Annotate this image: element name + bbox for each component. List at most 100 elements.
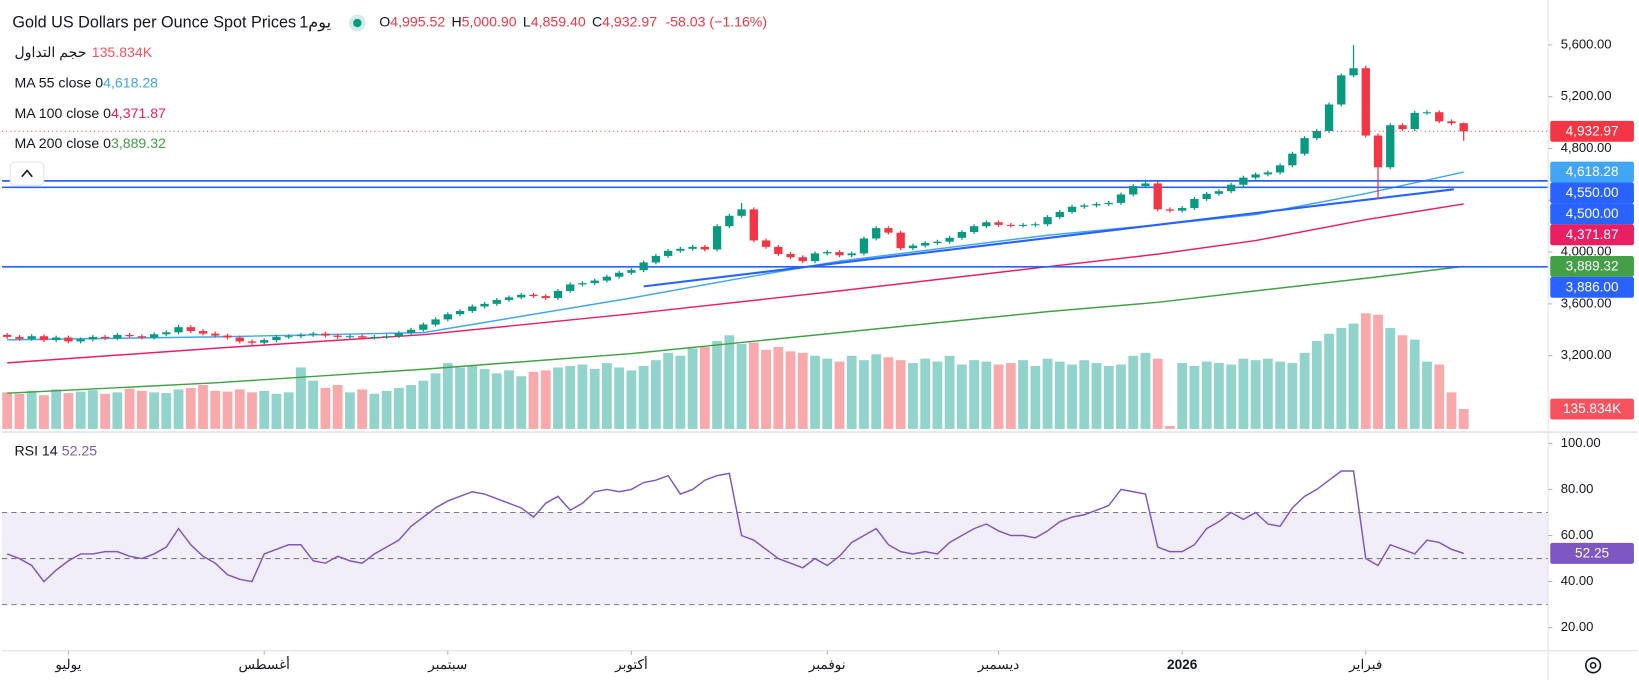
candle-body [933,241,942,244]
candle-body [1043,217,1052,225]
candle-body [1031,224,1040,226]
volume-bar [1079,360,1090,429]
volume-bar [161,393,172,429]
collapse-button[interactable] [9,161,45,186]
candle-body [725,215,734,227]
volume-bar [1422,361,1432,429]
volume-bar [381,390,392,429]
volume-bar [406,385,416,429]
candle-body [64,337,73,342]
candle-body [835,252,844,256]
volume-bar [14,393,25,429]
candle-body [957,232,967,238]
candle-body [761,240,771,247]
candle-body [529,294,538,297]
price-layer [1,44,1549,394]
candle-body [566,284,575,291]
volume-bar [455,367,465,429]
price-tag-bg [1550,182,1634,204]
ohlc-label: O [379,14,390,30]
volume-bar [1214,363,1224,429]
volume-bar [883,357,894,429]
candle-body [370,336,379,338]
rsi-y-tick-label: 40.00 [1561,573,1594,588]
candle-body [1324,104,1334,132]
volume-bar [785,351,796,429]
gear-icon[interactable] [1585,657,1602,674]
ma-legend-name: MA 100 close 0 [14,105,111,121]
collapse-box[interactable] [9,161,45,186]
volume-layer [2,313,1469,429]
volume-bar [369,393,380,429]
volume-bar [75,391,86,429]
candle-body [590,280,599,284]
candle-body [1447,121,1456,124]
volume-bar [1397,335,1408,429]
ohlc-label: C [592,14,602,30]
candle-body [468,306,477,311]
moving-average-line [7,265,1464,394]
candle-body [504,297,514,300]
status-dot [353,18,362,28]
x-tick-label: فبراير [1348,657,1382,673]
candle-body [1092,204,1101,206]
price-tag-bg [1550,276,1634,298]
volume-bar [1348,323,1359,429]
candle-body [1080,205,1089,207]
ma-legend-name: MA 200 close 0 [14,135,111,151]
candle-body [1337,75,1346,105]
ohlc-value: 4,859.40 [531,14,586,30]
ohlc-value: 4,932.97 [602,14,657,30]
candle-body [517,294,526,298]
candle-body [406,329,416,333]
volume-bar [1409,339,1420,429]
candle-body [1116,194,1126,203]
candle-body [1226,184,1236,192]
volume-bar [1336,327,1347,429]
volume-bar [1324,333,1334,429]
volume-bar [1201,361,1212,429]
candle-body [455,310,465,315]
candle-body [737,209,746,216]
rsi-y-tick-label: 20.00 [1561,619,1594,634]
volume-bar [1067,364,1077,429]
volume-bar [442,363,453,429]
candle-body [1386,125,1395,168]
volume-bar [479,368,490,429]
candle-body [1239,177,1248,185]
candle-body [1141,183,1150,187]
gear-center[interactable] [1589,661,1597,669]
volume-bar [100,393,111,429]
volume-bar [1311,341,1322,429]
candle-body [137,336,146,338]
x-tick-label: يوليو [54,657,81,673]
volume-bar [773,346,784,429]
candle-body [211,333,220,336]
volume-legend-name: حجم التداول [14,44,86,61]
volume-bar [1128,355,1139,429]
candle-body [1435,112,1444,122]
candle-body [798,257,807,262]
candle-body [1349,68,1358,76]
candle-body [100,336,110,339]
candle-body [896,232,905,249]
x-tick-label: أكتوبر [614,654,648,673]
rsi-y-tick-label: 100.00 [1561,435,1601,450]
candle-body [1055,211,1064,218]
volume-bar [308,380,319,429]
volume-bar [259,390,270,429]
volume-bar [614,367,625,429]
rsi-y-tick-label: 60.00 [1561,527,1594,542]
volume-bar [663,352,674,429]
volume-bar [332,385,343,429]
candle-body [700,246,710,250]
settings-button[interactable] [1585,657,1602,674]
x-tick-label: 2026 [1167,657,1198,672]
candle-body [774,246,783,255]
volume-bar [589,368,600,429]
volume-bar [1446,392,1457,429]
ma-legend-value: 3,889.32 [111,135,166,151]
volume-bar [1140,352,1151,429]
chevron-icon[interactable] [21,169,33,178]
volume-bar [418,380,429,429]
